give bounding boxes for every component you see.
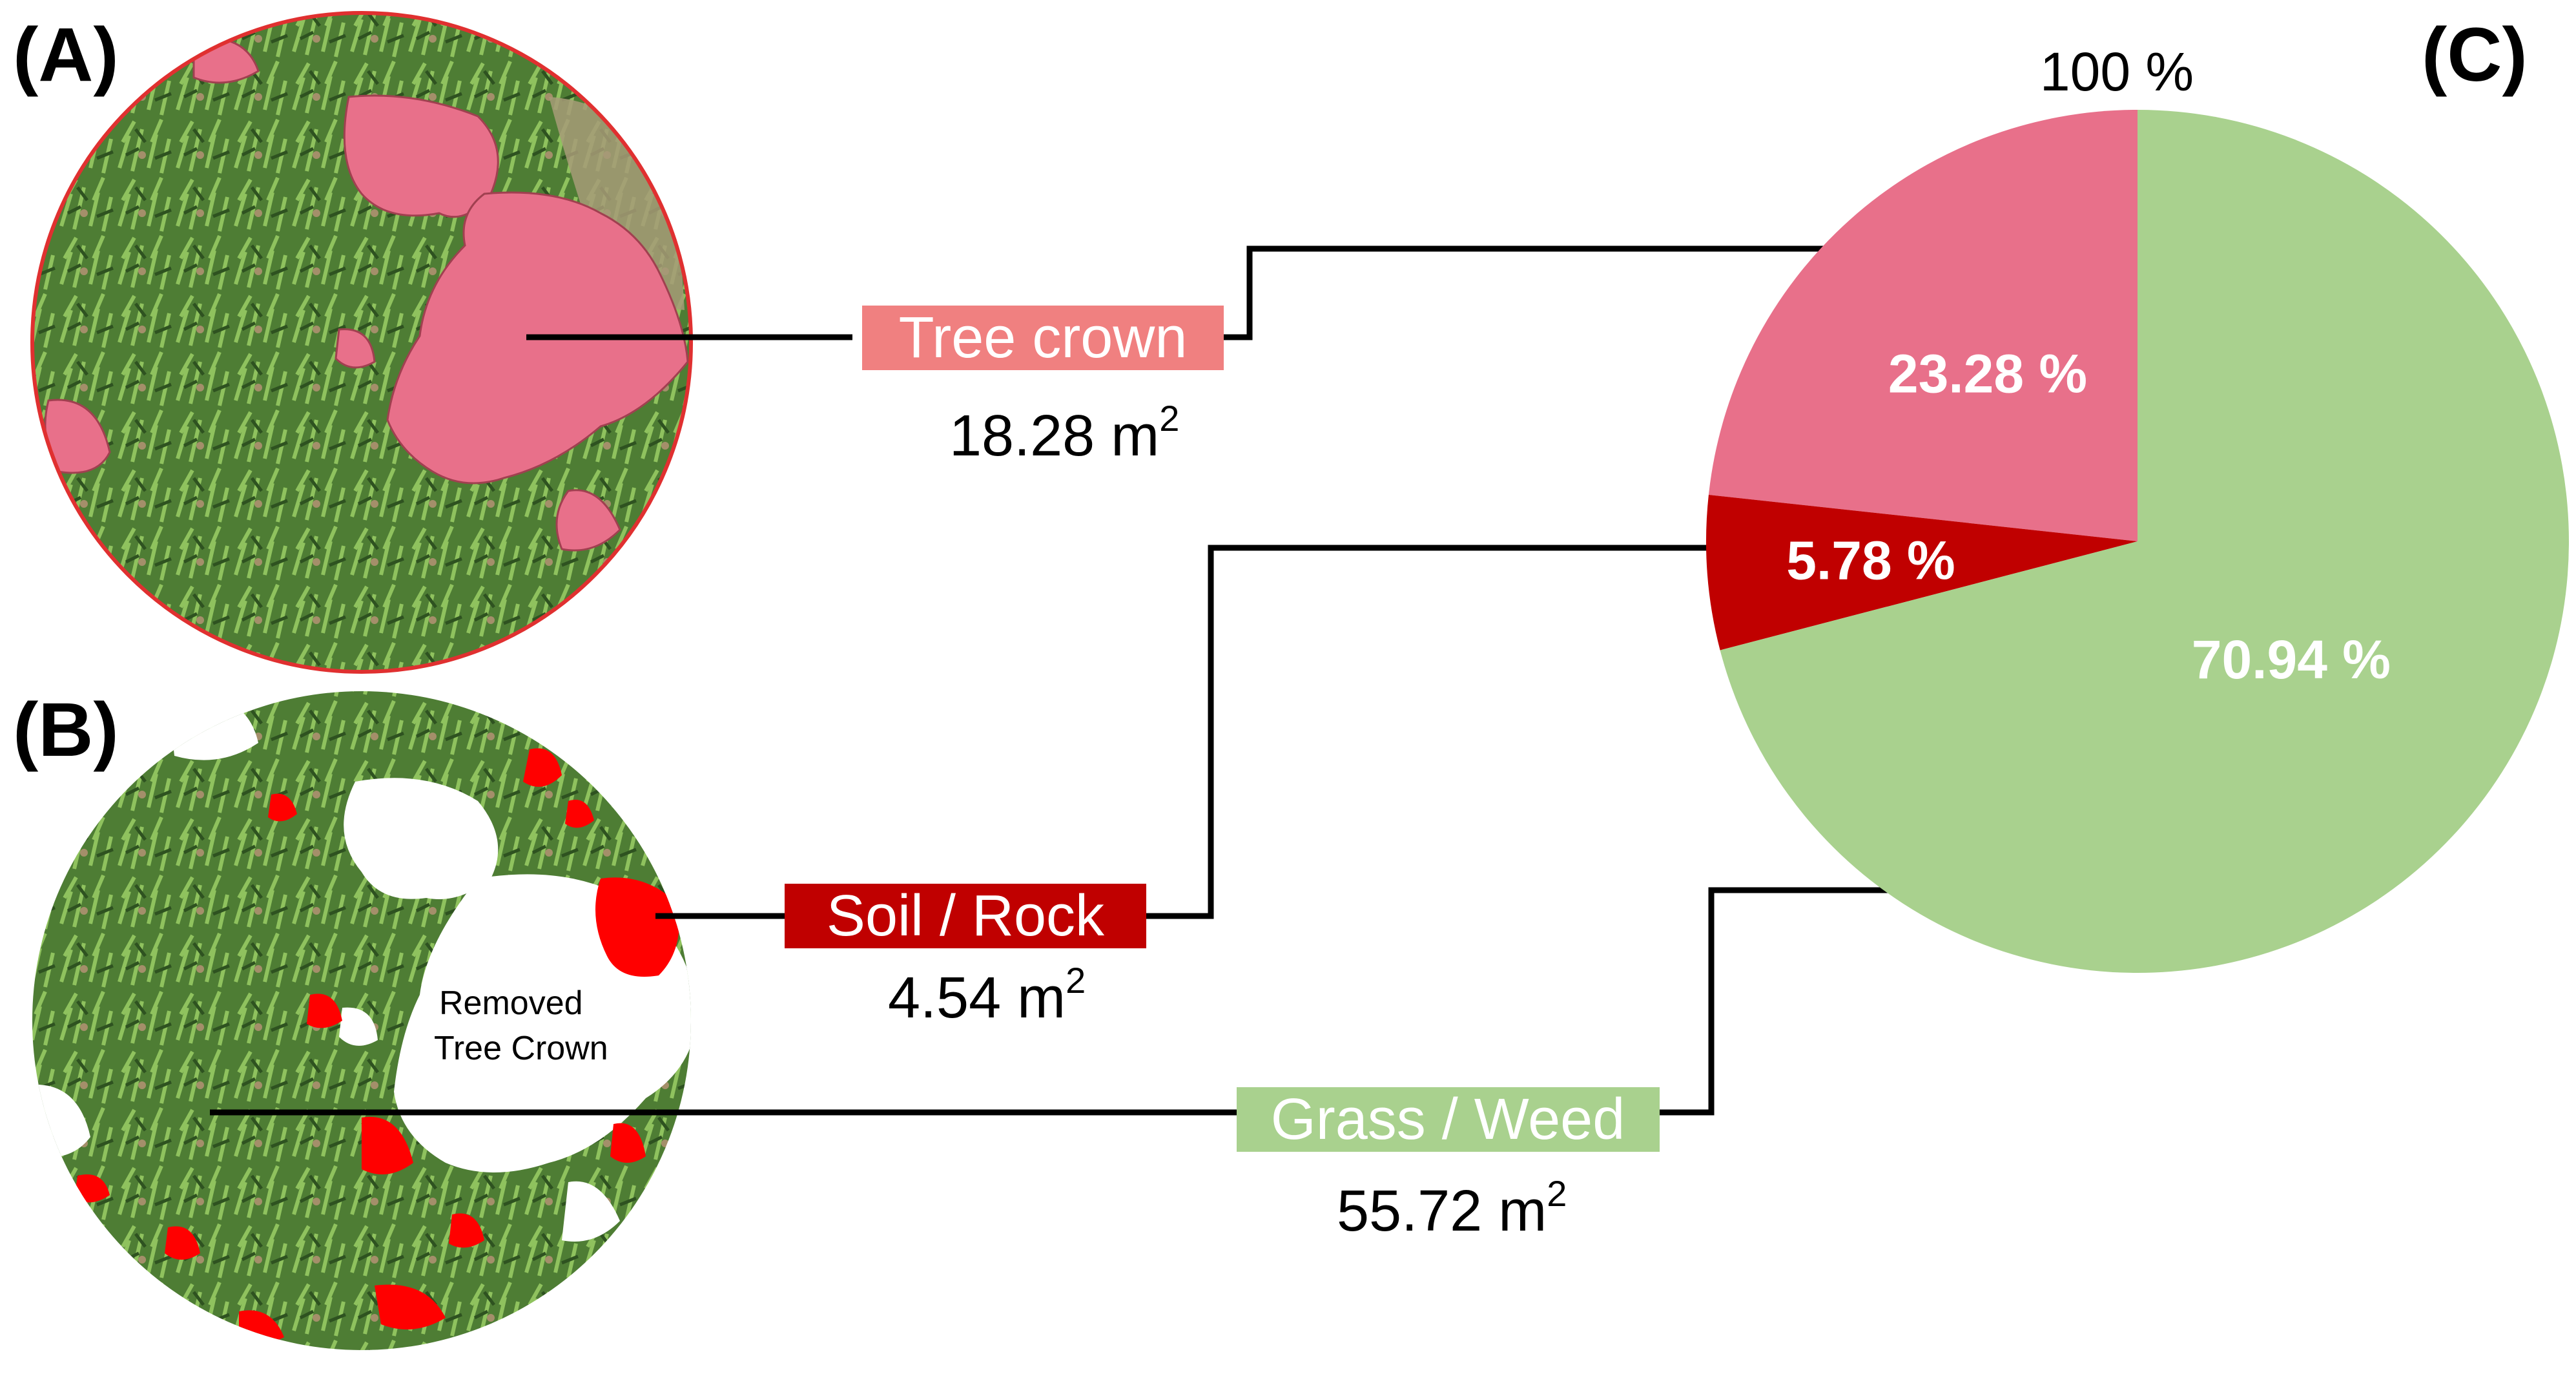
tree-crown-area: 18.28 m2 [949, 398, 1179, 468]
panel-a-photo [32, 13, 691, 672]
pie-chart: 23.28 % 5.78 % 70.94 % [1705, 109, 2570, 973]
panel-a-label: (A) [13, 12, 119, 98]
tree-crown-label-box: Tree crown [862, 306, 1224, 370]
removed-crown-hole-1 [344, 778, 499, 899]
pie-label-tree-crown: 23.28 % [1888, 343, 2087, 404]
tree-crown-polygon-6 [335, 328, 376, 369]
panel-c-label: (C) [2422, 12, 2528, 98]
connector-soil-right [1146, 545, 1744, 919]
removed-tree-crown-note-line1: Removed [439, 984, 583, 1022]
panel-b-photo [32, 691, 691, 1350]
soil-rock-label-box: Soil / Rock [785, 884, 1146, 948]
removed-crown-hole-6 [562, 1181, 620, 1242]
soil-rock-area: 4.54 m2 [888, 960, 1086, 1030]
panel-b-label: (B) [13, 687, 119, 773]
pie-label-soil-rock: 5.78 % [1786, 530, 1955, 590]
grass-weed-label: Grass / Weed [1271, 1087, 1625, 1152]
grass-weed-area: 55.72 m2 [1337, 1173, 1567, 1244]
tree-crown-polygon-4 [555, 489, 621, 552]
removed-tree-crown-note-line2: Tree Crown [434, 1030, 608, 1067]
pie-slice-grass-weed [1720, 110, 2570, 973]
pie-slice-soil-rock [1705, 494, 2138, 651]
removed-crown-hole-4 [168, 695, 258, 760]
grass-weed-label-box: Grass / Weed [1237, 1087, 1660, 1152]
soil-patches [74, 748, 679, 1344]
pie-label-grass-weed: 70.94 % [2192, 629, 2391, 690]
panel-a-outline [30, 11, 693, 674]
pie-slice-tree-crown [1708, 109, 2138, 541]
pie-total-label: 100 % [2040, 41, 2194, 102]
connector-tree-crown-right [1224, 245, 1976, 340]
removed-crown-hole-5 [339, 1007, 378, 1046]
soil-rock-label: Soil / Rock [827, 884, 1105, 948]
tree-crown-label: Tree crown [899, 306, 1188, 370]
